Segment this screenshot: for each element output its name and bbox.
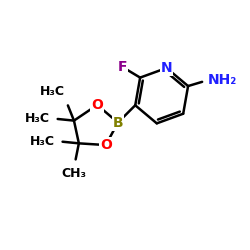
Text: CH₃: CH₃ [62,167,87,180]
Text: NH₂: NH₂ [208,73,237,87]
Text: N: N [161,61,172,75]
Text: H₃C: H₃C [30,134,54,147]
Text: O: O [100,138,112,152]
Text: B: B [113,116,123,130]
Text: H₃C: H₃C [25,112,50,125]
Text: F: F [118,60,127,74]
Text: O: O [91,98,103,112]
Text: H₃C: H₃C [40,85,65,98]
